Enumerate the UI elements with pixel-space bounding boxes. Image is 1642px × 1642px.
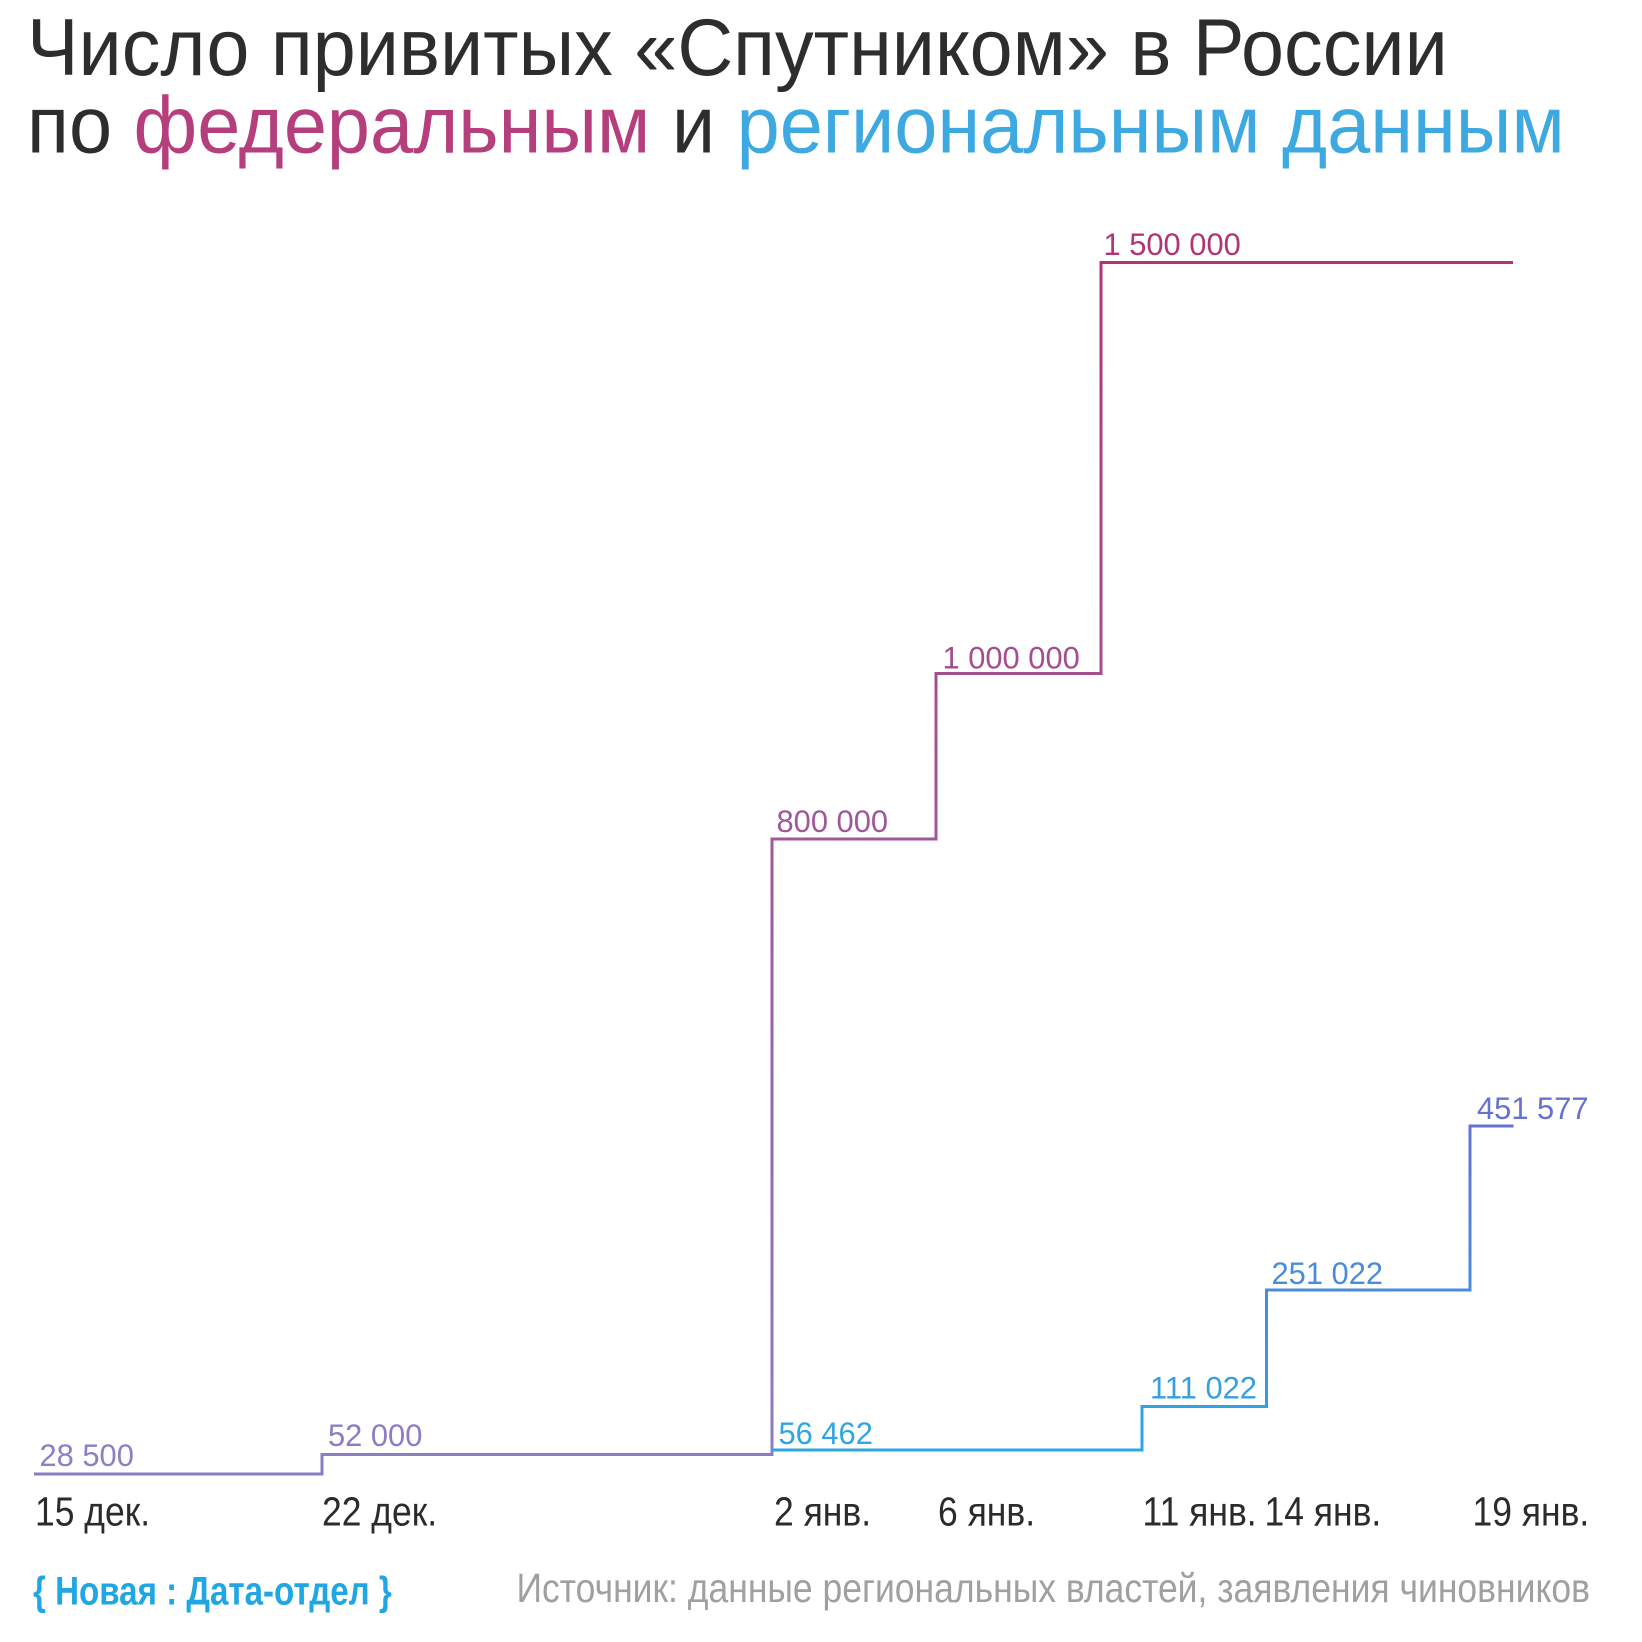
svg-text:19 янв.: 19 янв. [1473,1489,1590,1535]
svg-text:251 022: 251 022 [1272,1256,1384,1291]
svg-text:800 000: 800 000 [777,804,889,839]
svg-text:1 500 000: 1 500 000 [1104,227,1241,262]
svg-text:2 янв.: 2 янв. [774,1489,871,1535]
svg-text:Число привитых «Спутником» в Р: Число привитых «Спутником» в России [27,3,1448,93]
svg-text:6 янв.: 6 янв. [938,1489,1035,1535]
svg-text:11 янв.: 11 янв. [1143,1489,1257,1535]
svg-text:15 дек.: 15 дек. [35,1489,150,1535]
svg-text:22 дек.: 22 дек. [322,1489,437,1535]
svg-text:451 577: 451 577 [1477,1091,1589,1126]
svg-text:28 500: 28 500 [40,1438,134,1473]
svg-text:52 000: 52 000 [328,1418,422,1453]
svg-text:56 462: 56 462 [779,1416,873,1451]
svg-text:по федеральным и региональным: по федеральным и региональным данным [27,79,1565,170]
svg-text:{ Новая : Дата-отдел }: { Новая : Дата-отдел } [33,1569,392,1613]
svg-text:14 янв.: 14 янв. [1265,1489,1382,1535]
svg-text:1 000 000: 1 000 000 [943,640,1080,675]
svg-text:111 022: 111 022 [1150,1370,1257,1405]
svg-text:Источник: данные региональных: Источник: данные региональных властей, з… [516,1566,1590,1612]
